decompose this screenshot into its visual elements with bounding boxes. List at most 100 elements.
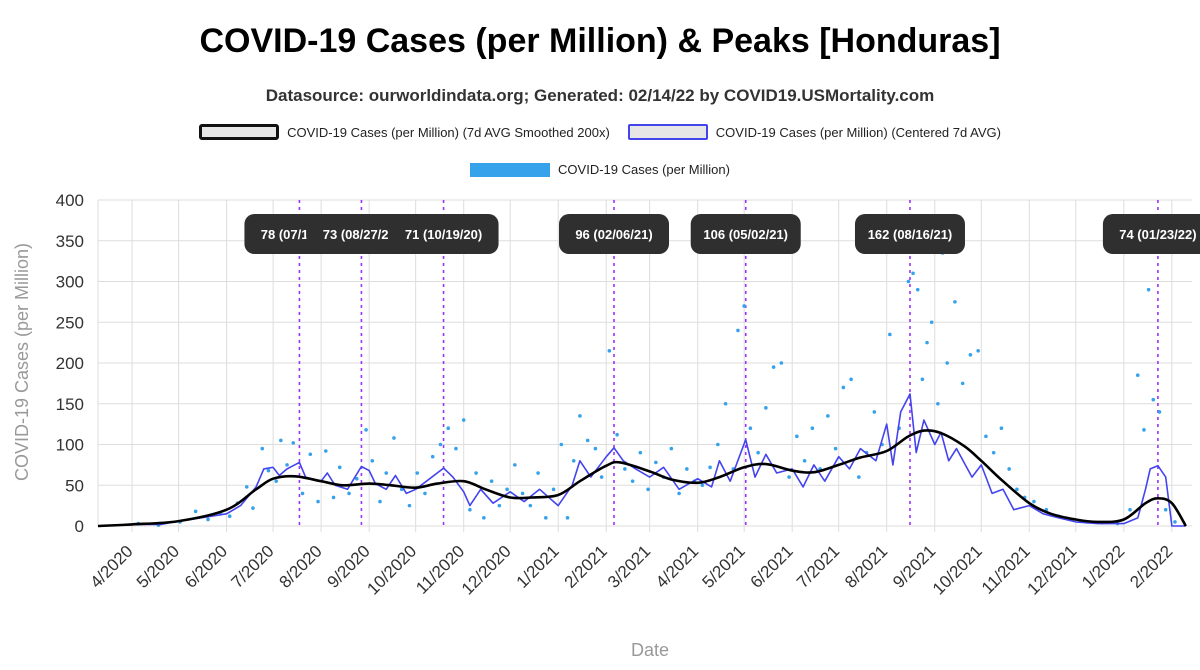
daily-point [489,479,494,483]
daily-point [771,365,776,369]
daily-point [607,348,612,353]
daily-point [654,460,658,465]
daily-point [260,446,265,451]
y-tick-label: 200 [56,354,84,373]
x-tick-label: 6/2021 [747,542,797,592]
daily-point [929,320,934,325]
daily-point [960,381,965,386]
peak-label-text: 96 (02/06/21) [575,227,652,242]
smoothed-line [97,429,1187,528]
daily-points [136,214,1177,527]
peak-label-text: 106 (05/02/21) [703,227,788,242]
daily-point [810,426,815,431]
daily-point [849,377,853,382]
daily-point [347,491,351,496]
x-tick-label: 11/2020 [412,542,468,598]
daily-point [308,452,313,457]
daily-point [520,491,525,496]
daily-point [1142,428,1146,432]
x-tick-label: 2/2022 [1126,542,1176,592]
x-tick-label: 1/2021 [513,542,563,592]
daily-point [513,463,517,467]
y-tick-label: 400 [56,191,84,210]
legend-label-smoothed: COVID-19 Cases (per Million) (7d AVG Smo… [287,124,610,140]
avg-series-line [97,393,1186,527]
daily-point [756,450,760,455]
avg-line [97,393,1186,527]
daily-point [571,459,576,463]
daily-point [331,495,336,500]
daily-point [1032,499,1036,504]
daily-point [407,503,412,508]
y-tick-label: 250 [56,313,84,332]
daily-point [685,467,689,471]
daily-point [300,491,305,496]
daily-point [285,463,289,467]
daily-point [438,442,443,447]
daily-point [536,471,540,475]
daily-point [638,450,643,455]
daily-point [742,304,746,308]
daily-point [474,471,478,475]
peak-label-text: 71 (10/19/20) [405,227,482,242]
daily-point [999,426,1004,431]
x-tick-label: 1/2022 [1078,542,1128,592]
daily-point [1173,520,1177,524]
x-axis-title: Date [631,640,669,660]
daily-point [857,475,861,479]
x-tick-label: 12/2020 [458,542,515,599]
daily-point [482,516,486,520]
daily-point [323,449,328,453]
x-tick-label: 5/2020 [133,542,183,592]
legend-item-daily[interactable]: COVID-19 Cases (per Million) [470,162,730,177]
peak-label: 96 (02/06/21) [559,214,670,254]
daily-point [1015,487,1019,492]
x-tick-label: 11/2021 [978,542,1034,598]
daily-point [544,516,548,520]
daily-point [630,479,635,483]
daily-point [316,499,320,504]
daily-point [497,503,502,508]
legend-item-avg[interactable]: COVID-19 Cases (per Million) (Centered 7… [627,124,1001,140]
daily-point [266,468,271,473]
daily-point [723,401,728,406]
peak-label-text: 162 (08/16/21) [868,227,953,242]
daily-point [1128,507,1132,512]
x-tick-label: 2/2021 [561,542,611,592]
peak-lines [298,200,1159,526]
daily-point [430,454,435,459]
peak-label: 162 (08/16/21) [854,214,965,254]
daily-point [779,361,784,365]
legend-row-2: COVID-19 Cases (per Million) [0,162,1200,177]
daily-point [976,348,980,353]
x-tick-label: 7/2020 [227,542,277,592]
legend-item-smoothed[interactable]: COVID-19 Cases (per Million) (7d AVG Smo… [199,124,610,140]
daily-point [415,471,420,475]
legend-label-avg: COVID-19 Cases (per Million) (Centered 7… [715,124,1001,140]
peak-labels: 78 (07/18/20)73 (08/27/20) 71 (10/19/20) 9… [244,214,1200,254]
daily-point [646,487,650,492]
daily-point [279,438,283,443]
daily-point [945,361,949,365]
daily-point [193,509,198,514]
daily-point [468,507,472,512]
daily-point [378,499,382,504]
y-tick-label: 300 [56,273,84,292]
daily-point [677,491,681,496]
daily-point [274,479,279,483]
peak-label-box [388,214,499,254]
x-tick-label: 10/2021 [929,542,986,599]
daily-point [528,503,533,508]
x-tick-label: 8/2020 [276,542,326,592]
x-tick-label: 6/2020 [181,542,231,592]
daily-point [716,442,720,447]
daily-point [244,485,249,489]
peak-label: 74 (01/23/22) [1102,214,1200,254]
daily-point [888,332,892,337]
chart-title: COVID-19 Cases (per Million) & Peaks [Ho… [199,22,1001,60]
peak-label-box [690,214,801,254]
y-tick-label: 0 [75,517,84,536]
peak-label: 71 (10/19/20) [388,214,499,254]
daily-point [841,385,846,390]
